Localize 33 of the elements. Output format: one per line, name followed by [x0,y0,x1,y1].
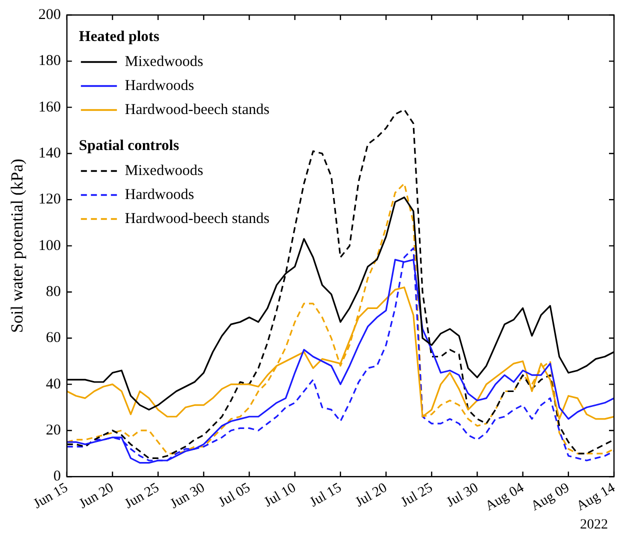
y-tick-label: 60 [46,330,61,346]
annotation: Spatial controls [78,138,180,154]
legend-label: Hardwoods [124,186,194,203]
x-tick-label: Jul 20 [353,480,390,510]
legend-label: Hardwood-beech stands [124,210,270,227]
legend-label: Hardwood-beech stands [124,102,270,118]
line-series [66,182,614,454]
x-tick-label: Jul 30 [444,480,482,510]
y-tick-label: 180 [38,53,61,70]
legend-label: Mixedwoods [124,162,204,179]
y-tick-label: 140 [38,145,61,162]
x-tick-label: Jun 25 [122,480,162,512]
y-tick-label: 80 [46,284,61,300]
x-tick-label: Jul 10 [262,480,299,510]
y-tick-label: 200 [38,6,61,23]
y-tick-label: 40 [46,376,61,392]
legend-label: Mixedwoods [124,54,204,70]
annotation: Heated plots [78,28,160,45]
legend-label: Hardwoods [124,78,194,94]
x-tick-label: Jun 20 [76,480,116,512]
y-tick-label: 20 [46,422,61,438]
y-axis-title: Soil water potential (kPa) [8,158,27,333]
x-tick-label: Aug 09 [528,480,572,514]
x-tick-label: Jul 15 [307,480,344,510]
y-tick-label: 160 [38,99,61,116]
y-tick-label: 120 [38,192,61,208]
text: 2022 [580,518,608,533]
x-tick-label: Aug 14 [574,480,618,514]
x-tick-label: Jun 30 [168,480,208,512]
x-tick-label: Jul 25 [398,480,436,510]
x-tick-label: Aug 04 [483,480,527,514]
y-tick-label: 100 [38,238,61,254]
x-tick-label: Jul 05 [216,480,254,510]
